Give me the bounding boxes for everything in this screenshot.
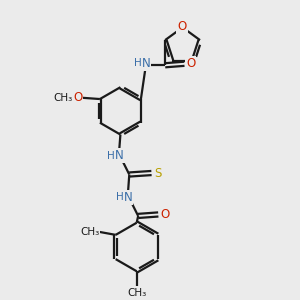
Text: O: O (73, 91, 82, 104)
Text: O: O (160, 208, 170, 221)
Text: N: N (124, 191, 133, 204)
Text: H: H (107, 151, 115, 161)
Text: H: H (116, 192, 123, 202)
Text: H: H (134, 58, 142, 68)
Text: N: N (142, 57, 150, 70)
Text: N: N (115, 149, 124, 162)
Text: O: O (186, 57, 196, 70)
Text: CH₃: CH₃ (80, 227, 100, 237)
Text: S: S (154, 167, 162, 179)
Text: CH₃: CH₃ (53, 93, 73, 103)
Text: CH₃: CH₃ (127, 288, 146, 298)
Text: O: O (177, 20, 187, 33)
